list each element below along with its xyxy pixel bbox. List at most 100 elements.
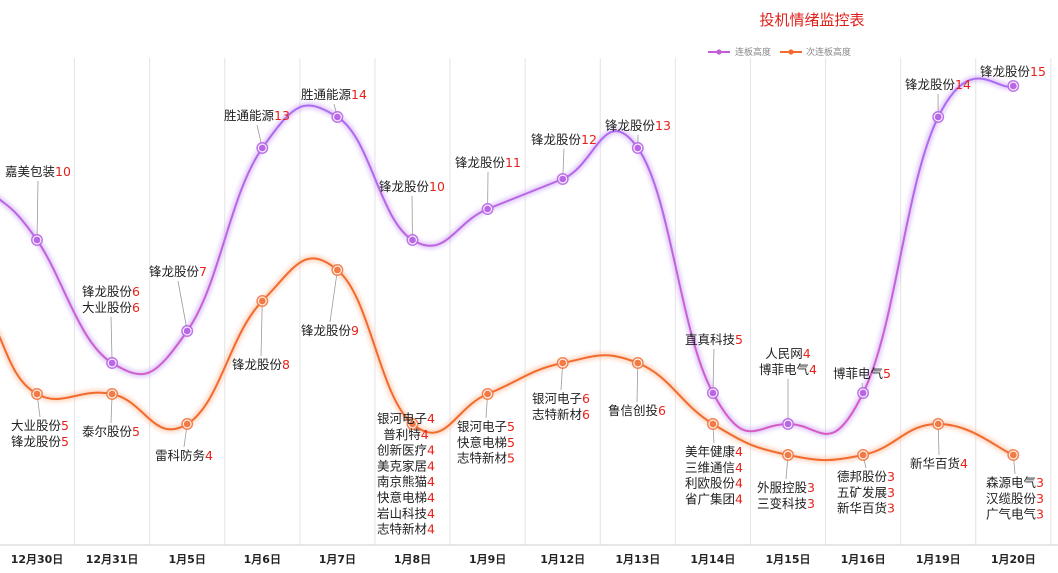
data-label: 银河电子4 xyxy=(377,411,435,426)
data-point xyxy=(1009,82,1017,90)
stock-name: 锋龙股份 xyxy=(149,264,200,279)
data-label: 银河电子6 xyxy=(532,391,590,406)
board-count: 14 xyxy=(955,77,971,92)
data-label: 普利特4 xyxy=(383,427,429,442)
data-label: 银河电子5 xyxy=(457,419,515,434)
data-point xyxy=(33,390,41,398)
x-tick-label: 1月15日 xyxy=(766,553,811,566)
stock-name: 胜通能源 xyxy=(224,108,275,123)
board-count: 4 xyxy=(421,427,429,442)
data-label: 大业股份6 xyxy=(82,300,140,315)
stock-name: 利欧股份 xyxy=(685,476,736,491)
data-point xyxy=(784,420,792,428)
x-tick-label: 1月8日 xyxy=(394,553,431,566)
board-count: 4 xyxy=(205,448,213,463)
board-count: 11 xyxy=(505,155,521,170)
board-count: 4 xyxy=(427,458,435,473)
data-label: 志特新材5 xyxy=(457,451,515,466)
board-count: 3 xyxy=(807,480,815,495)
stock-name: 志特新材 xyxy=(457,451,507,466)
board-count: 15 xyxy=(1030,64,1046,79)
stock-name: 直真科技 xyxy=(685,332,736,347)
data-label: 利欧股份4 xyxy=(685,476,743,491)
data-label: 省广集团4 xyxy=(685,491,743,506)
board-count: 3 xyxy=(807,496,815,511)
data-label: 锋龙股份13 xyxy=(605,118,671,133)
data-point xyxy=(108,390,116,398)
stock-name: 省广集团 xyxy=(685,491,735,506)
stock-name: 美年健康 xyxy=(685,444,736,459)
board-count: 6 xyxy=(658,403,666,418)
board-count: 4 xyxy=(735,491,743,506)
board-count: 3 xyxy=(887,501,895,516)
data-label: 快意电梯4 xyxy=(377,490,435,505)
grid xyxy=(74,58,1052,545)
stock-name: 普利特 xyxy=(383,427,421,442)
legend: 连板高度 次连板高度 xyxy=(708,46,851,58)
x-tick-label: 1月14日 xyxy=(690,553,735,566)
stock-name: 大业股份 xyxy=(11,418,62,433)
data-label: 雷科防务4 xyxy=(155,448,213,463)
stock-name: 创新医疗 xyxy=(377,443,427,458)
stock-name: 鲁信创投 xyxy=(608,403,658,418)
data-label: 三变科技3 xyxy=(757,496,815,511)
board-count: 5 xyxy=(507,451,515,466)
data-point xyxy=(258,144,266,152)
stock-name: 大业股份 xyxy=(82,300,133,315)
stock-name: 锋龙股份 xyxy=(905,77,956,92)
stock-name: 岩山科技 xyxy=(377,506,428,521)
board-count: 5 xyxy=(883,366,891,381)
stock-name: 泰尔股份 xyxy=(82,424,133,439)
board-count: 4 xyxy=(427,522,435,537)
x-tick-label: 1月6日 xyxy=(244,553,281,566)
board-count: 7 xyxy=(199,264,207,279)
stock-name: 三变科技 xyxy=(757,496,808,511)
stock-name: 三维通信 xyxy=(685,460,735,475)
stock-name: 森源电气 xyxy=(986,475,1037,490)
data-label: 德邦股份3 xyxy=(837,469,895,484)
data-label: 胜通能源14 xyxy=(301,87,367,102)
legend-item-series-2: 次连板高度 xyxy=(780,46,851,58)
label-leader-line xyxy=(110,316,113,364)
data-label: 锋龙股份14 xyxy=(905,77,971,92)
data-label: 锋龙股份8 xyxy=(232,357,290,372)
stock-name: 锋龙股份 xyxy=(455,155,506,170)
stock-name: 锋龙股份 xyxy=(379,179,430,194)
board-count: 3 xyxy=(1036,475,1044,490)
stock-name: 新华百货 xyxy=(910,456,960,471)
stock-name: 五矿发展 xyxy=(837,485,887,500)
x-axis: 12月30日 12月31日 1月5日 1月6日 1月7日 1月8日 1月9日 1月12日 1月1… xyxy=(0,544,1058,566)
stock-name: 银河电子 xyxy=(377,411,427,426)
board-count: 3 xyxy=(887,469,895,484)
data-point xyxy=(709,389,717,397)
stock-name: 美克家居 xyxy=(377,458,427,473)
data-point xyxy=(33,236,41,244)
board-count: 5 xyxy=(132,424,140,439)
legend-label-series-1: 连板高度 xyxy=(735,46,771,58)
stock-name: 广气电气 xyxy=(986,507,1037,522)
data-label: 新华百货4 xyxy=(910,456,968,471)
stock-name: 锋龙股份 xyxy=(301,323,352,338)
label-leaders xyxy=(36,80,1016,480)
board-count: 4 xyxy=(427,490,435,505)
stock-name: 南京熊猫 xyxy=(377,474,427,489)
stock-name: 博菲电气 xyxy=(759,362,810,377)
stock-name: 外服控股 xyxy=(757,480,808,495)
stock-name: 锋龙股份 xyxy=(980,64,1031,79)
series-line-2 xyxy=(0,257,1014,462)
data-label: 锋龙股份5 xyxy=(11,434,69,449)
data-label: 锋龙股份10 xyxy=(379,179,445,194)
x-tick-label: 1月20日 xyxy=(991,553,1036,566)
data-label: 外服控股3 xyxy=(757,480,815,495)
board-count: 6 xyxy=(132,284,140,299)
data-label: 锋龙股份12 xyxy=(531,132,597,147)
label-leader-line xyxy=(712,348,715,394)
data-point xyxy=(559,175,567,183)
board-count: 6 xyxy=(582,407,590,422)
label-leader-line xyxy=(636,362,639,403)
stock-name: 新华百货 xyxy=(837,501,887,516)
x-tick-label: 1月12日 xyxy=(540,553,585,566)
data-label: 胜通能源13 xyxy=(224,108,290,123)
data-point xyxy=(409,420,416,428)
